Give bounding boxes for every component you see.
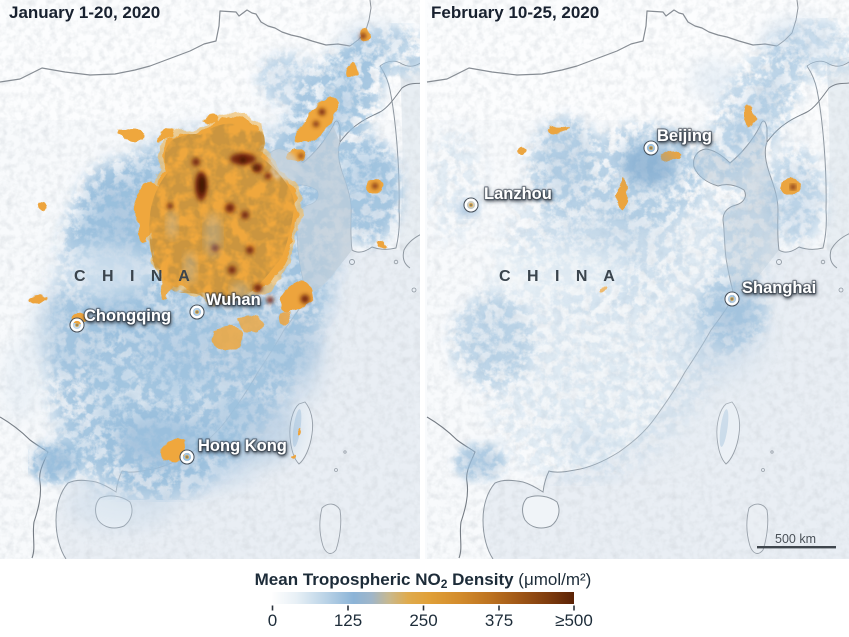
svg-text:Shanghai: Shanghai (742, 279, 816, 297)
svg-text:0: 0 (268, 611, 277, 630)
svg-text:January 1-20, 2020: January 1-20, 2020 (9, 3, 160, 22)
svg-text:250: 250 (409, 611, 437, 630)
svg-text:125: 125 (334, 611, 362, 630)
svg-text:≥500: ≥500 (555, 611, 593, 630)
svg-text:500 km: 500 km (775, 532, 816, 546)
svg-text:Beijing: Beijing (657, 127, 712, 145)
svg-text:Hong Kong: Hong Kong (198, 437, 287, 455)
svg-text:February 10-25, 2020: February 10-25, 2020 (431, 3, 599, 22)
svg-text:C H I N A: C H I N A (74, 268, 196, 285)
svg-text:375: 375 (485, 611, 513, 630)
svg-text:Wuhan: Wuhan (206, 291, 261, 309)
svg-text:Mean Tropospheric NO2 Density: Mean Tropospheric NO2 Density (μmol/m²) (255, 570, 592, 591)
svg-text:Lanzhou: Lanzhou (484, 185, 552, 203)
svg-text:C H I N A: C H I N A (499, 268, 621, 285)
svg-text:Chongqing: Chongqing (84, 307, 171, 325)
